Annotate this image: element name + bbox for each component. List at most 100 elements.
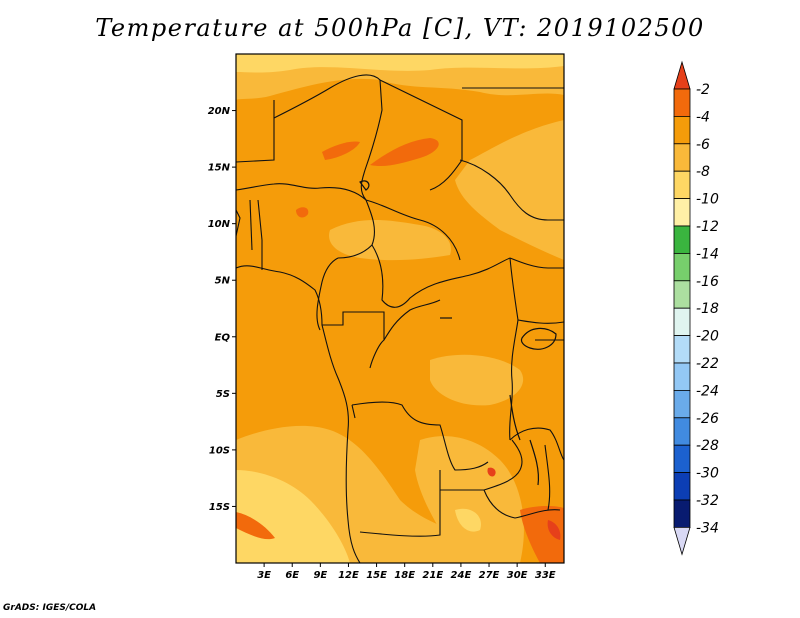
colorbar-label: -32 [696,493,719,509]
colorbar-box [673,225,691,254]
lake-chad [359,180,370,191]
field-warm-sw [236,512,275,540]
colorbar-bottom-triangle [673,527,691,556]
colorbar-label: -26 [696,411,719,427]
border-mali-mauritania [236,100,275,163]
border-ssudan-east [509,257,564,269]
colorbar-box [673,472,691,501]
lon-tick-label: 12E [338,570,359,581]
field-warm-north2 [322,141,360,160]
credit-text: GrADS: IGES/COLA [3,603,97,613]
border-cameroon-west [316,257,339,331]
lat-tick-label: 5S [216,389,230,400]
border-car-south [371,244,511,308]
lat-tick-label: 10S [209,445,230,456]
border-angola-south [359,470,441,537]
border-gabon-congo [322,311,385,369]
colorbar-box [673,143,691,172]
field-warm-dot [487,467,496,477]
colorbar-box [673,362,691,391]
border-congo-drc [383,299,441,341]
colorbar-label: -16 [696,274,719,290]
latitude-ticks: 20N 15N 10N 5N EQ 5S 10S 15S [208,106,236,513]
lat-tick-label: 10N [208,219,231,230]
colorbar-label: -34 [696,520,719,536]
border-angola-drc [351,401,489,471]
lon-tick-label: 24E [451,570,472,581]
lat-tick-label: 20N [208,106,231,117]
field-warm-nigeria [296,207,309,218]
lon-tick-label: 3E [257,570,271,581]
lon-tick-label: 30E [507,570,528,581]
colorbar-box [673,252,691,282]
lon-tick-label: 9E [313,570,327,581]
colorbar-box [673,116,691,145]
colorbar-box [673,88,691,117]
border-chad-car [365,199,461,261]
lakes [359,180,557,486]
border-tanzania [509,427,564,461]
colorbar-label: -6 [696,137,710,153]
colorbar-box [673,499,691,528]
coastlines-borders [236,74,564,563]
field-warm-north [370,138,439,167]
lon-tick-label: 27E [479,570,500,581]
colorbar-box [673,335,691,364]
border-drc-east [509,257,519,441]
colorbar-label: -12 [696,219,719,235]
lake-victoria [520,327,557,350]
border-ghana [257,199,263,270]
colorbar-label: -2 [696,82,710,98]
map-title: Temperature at 500hPa [C], VT: 201910250… [95,14,705,42]
colorbar: -2 -4 -6 -8 -10 -12 -14 -16 -18 -20 -22 -24 -26 -28 -3… [673,60,719,556]
field-zone-sw-cold [236,470,350,563]
colorbar-top-triangle [673,60,691,90]
colorbar-label: -14 [696,246,719,262]
colorbar-box [673,170,691,199]
field-zone-ne [455,120,564,260]
lat-tick-label: 5N [215,276,231,287]
field-warm-se [520,505,564,563]
colorbar-label: -8 [696,164,710,180]
border-cabinda [351,404,356,419]
lon-tick-label: 15E [366,570,387,581]
lon-tick-label: 6E [285,570,299,581]
colorbar-label: -4 [696,109,710,125]
lat-tick-label: EQ [215,332,231,343]
border-kenya [517,319,564,324]
map-frame [235,53,565,564]
lon-tick-label: 21E [422,570,443,581]
coastline-west [236,265,361,563]
temperature-field [236,54,564,563]
lake-tanganyika [509,394,521,441]
longitude-ticks: 3E 6E 9E 12E 15E 18E 21E 24E 27E 30E 33E [257,563,556,581]
lat-tick-label: 15N [208,163,231,174]
lon-tick-label: 33E [535,570,556,581]
border-zambia [440,439,523,491]
colorbar-box [673,389,691,419]
colorbar-label: -18 [696,301,719,317]
colorbar-label: -20 [696,329,719,345]
border-ivory [249,199,253,251]
lake-malawi [529,439,540,486]
lat-tick-label: 15S [209,502,230,513]
border-nigeria [236,183,375,259]
colorbar-box [673,444,691,474]
colorbar-label: -22 [696,356,719,372]
colorbar-box [673,417,691,446]
field-cold-spot [455,508,481,532]
colorbar-box [673,280,691,309]
colorbar-label: -28 [696,438,719,454]
border-guinea [236,209,241,237]
border-zimbabwe [483,489,561,519]
field-zone-congo [430,354,524,406]
colorbar-box [673,307,691,337]
border-niger-algeria [273,74,383,201]
colorbar-label: -10 [696,192,719,208]
field-zone-se [415,436,524,563]
border-malawi [544,444,551,511]
lon-tick-label: 18E [394,570,415,581]
colorbar-box [673,198,691,227]
colorbar-label: -30 [696,466,719,482]
